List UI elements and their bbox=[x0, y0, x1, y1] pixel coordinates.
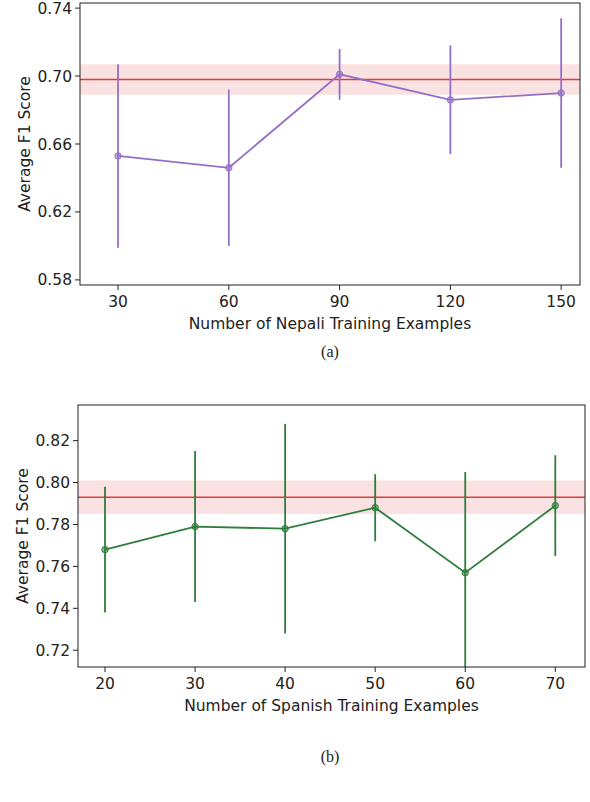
chart: 20 30 40 50 60 70 0.72 0.74 0.76 0.78 0.80 0.82 Numb… bbox=[14, 405, 585, 766]
x-tick-label: 40 bbox=[275, 675, 295, 693]
x-tick bbox=[450, 285, 451, 290]
y-tick bbox=[75, 76, 80, 77]
x-tick-label: 30 bbox=[185, 675, 205, 693]
frame bbox=[80, 3, 580, 285]
x-axis-label: Number of Spanish Training Examples bbox=[184, 697, 479, 715]
x-tick bbox=[339, 285, 340, 290]
series-line bbox=[118, 74, 561, 167]
y-tick-label: 0.78 bbox=[35, 516, 70, 534]
frame bbox=[78, 405, 585, 667]
y-tick bbox=[73, 482, 78, 483]
point bbox=[102, 546, 108, 552]
reference-line bbox=[80, 79, 580, 81]
y-tick bbox=[75, 279, 80, 280]
y-tick bbox=[73, 566, 78, 567]
series-line bbox=[105, 506, 555, 573]
point bbox=[192, 523, 198, 529]
point bbox=[447, 97, 453, 103]
x-tick bbox=[105, 667, 106, 672]
x-tick-label: 20 bbox=[95, 675, 115, 693]
y-tick-label: 0.74 bbox=[35, 600, 70, 618]
y-tick-label: 0.82 bbox=[35, 432, 70, 450]
point bbox=[282, 525, 288, 531]
x-tick-label: 60 bbox=[455, 675, 475, 693]
y-tick-label: 0.66 bbox=[37, 136, 72, 154]
caption: (a) bbox=[321, 343, 339, 361]
y-tick-label: 0.62 bbox=[37, 203, 72, 221]
y-axis-label: Average F1 Score bbox=[14, 468, 32, 604]
reference-line bbox=[78, 496, 585, 498]
y-tick bbox=[73, 524, 78, 525]
figure: 30 60 90 120 150 0.58 0.62 0.66 0.70 0.74 Number o… bbox=[0, 0, 590, 802]
x-tick bbox=[285, 667, 286, 672]
point bbox=[336, 71, 342, 77]
x-tick bbox=[228, 285, 229, 290]
y-tick-label: 0.76 bbox=[35, 558, 70, 576]
y-tick-label: 0.70 bbox=[37, 68, 72, 86]
y-tick-label: 0.80 bbox=[35, 474, 70, 492]
x-tick bbox=[375, 667, 376, 672]
y-axis-label: Average F1 Score bbox=[16, 76, 34, 212]
x-tick-label: 90 bbox=[330, 293, 350, 311]
y-tick bbox=[75, 211, 80, 212]
y-tick bbox=[73, 440, 78, 441]
x-tick bbox=[465, 667, 466, 672]
x-tick-label: 150 bbox=[546, 293, 576, 311]
x-axis-label: Number of Nepali Training Examples bbox=[189, 315, 471, 333]
y-tick bbox=[75, 8, 80, 9]
x-tick-label: 120 bbox=[436, 293, 466, 311]
chart: 30 60 90 120 150 0.58 0.62 0.66 0.70 0.74 Number o… bbox=[16, 0, 580, 361]
y-tick-label: 0.72 bbox=[35, 642, 70, 660]
y-tick-label: 0.74 bbox=[37, 0, 72, 18]
plot-area bbox=[78, 424, 585, 667]
x-tick-label: 70 bbox=[545, 675, 565, 693]
y-tick bbox=[73, 608, 78, 609]
point bbox=[372, 505, 378, 511]
reference-band bbox=[80, 64, 580, 95]
point bbox=[115, 153, 121, 159]
x-tick bbox=[195, 667, 196, 672]
y-tick-label: 0.58 bbox=[37, 271, 72, 289]
point bbox=[558, 90, 564, 96]
caption: (b) bbox=[321, 748, 340, 766]
y-tick bbox=[75, 144, 80, 145]
point bbox=[226, 165, 232, 171]
point bbox=[462, 569, 468, 575]
reference-band bbox=[78, 480, 585, 514]
y-tick bbox=[73, 650, 78, 651]
x-tick-label: 60 bbox=[219, 293, 239, 311]
point bbox=[552, 502, 558, 508]
x-tick-label: 50 bbox=[365, 675, 385, 693]
plot-area bbox=[80, 18, 580, 247]
x-tick bbox=[561, 285, 562, 290]
x-tick-label: 30 bbox=[108, 293, 128, 311]
x-tick bbox=[555, 667, 556, 672]
x-tick bbox=[118, 285, 119, 290]
